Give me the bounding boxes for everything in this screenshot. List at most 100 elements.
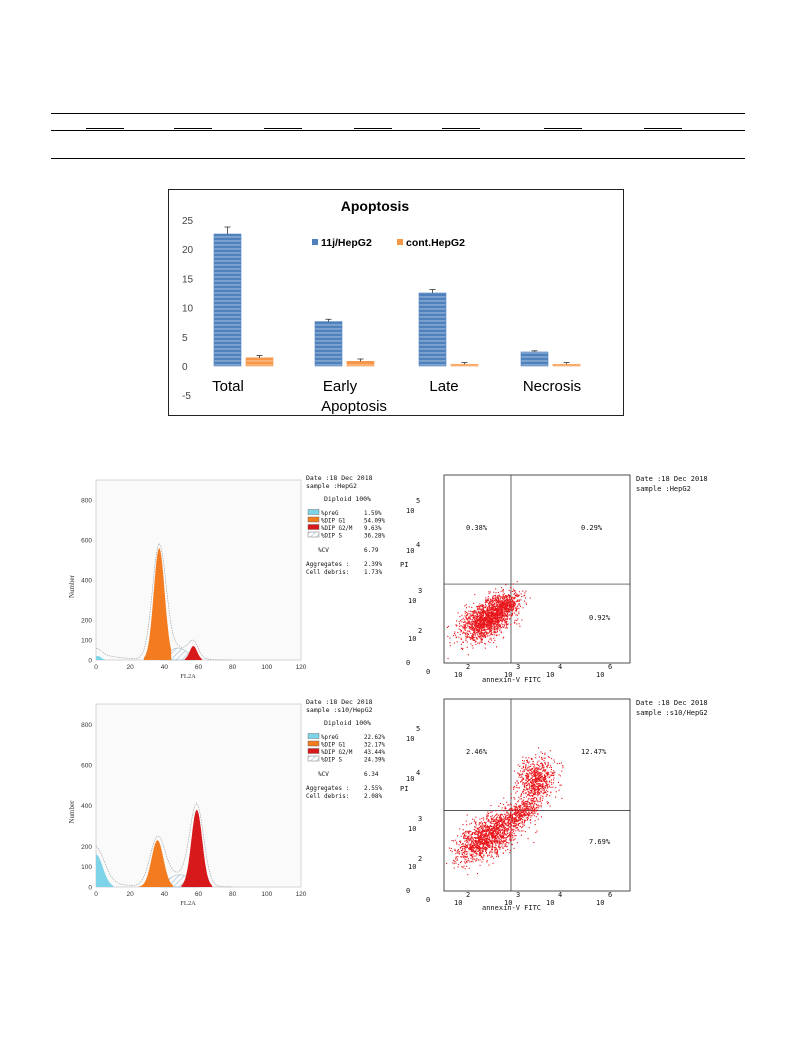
event-dot	[464, 858, 466, 860]
event-dot	[508, 599, 510, 601]
event-dot	[481, 828, 483, 830]
event-dot	[474, 632, 476, 634]
event-dot	[499, 612, 501, 614]
event-dot	[541, 756, 543, 758]
event-dot	[538, 778, 540, 780]
event-dot	[517, 595, 519, 597]
event-dot	[531, 808, 533, 810]
event-dot	[492, 617, 494, 619]
event-dot	[506, 833, 508, 835]
event-dot	[537, 790, 539, 792]
event-dot	[476, 840, 478, 842]
event-dot	[480, 825, 482, 827]
event-dot	[494, 825, 496, 827]
event-dot	[501, 602, 503, 604]
event-dot	[498, 620, 500, 622]
event-dot	[516, 609, 518, 611]
event-dot	[468, 636, 470, 638]
event-dot	[473, 845, 475, 847]
event-dot	[486, 601, 488, 603]
event-dot	[476, 858, 478, 860]
event-dot	[482, 844, 484, 846]
event-dot	[520, 822, 522, 824]
event-dot	[485, 600, 487, 602]
event-dot	[484, 629, 486, 631]
event-dot	[506, 603, 508, 605]
event-dot	[506, 596, 508, 598]
event-dot	[507, 606, 509, 608]
event-dot	[499, 840, 501, 842]
event-dot	[504, 598, 506, 600]
event-dot	[488, 615, 490, 617]
event-dot	[508, 820, 510, 822]
aggregates-value: 2.39%	[364, 561, 382, 568]
event-dot	[494, 599, 496, 601]
event-dot	[480, 832, 482, 834]
event-dot	[514, 605, 516, 607]
event-dot	[462, 647, 464, 649]
event-dot	[497, 611, 499, 613]
event-dot	[466, 814, 468, 816]
event-dot	[524, 789, 526, 791]
event-dot	[486, 619, 488, 621]
event-dot	[483, 635, 485, 637]
event-dot	[523, 815, 525, 817]
event-dot	[472, 842, 474, 844]
event-dot	[513, 602, 515, 604]
event-dot	[513, 824, 515, 826]
event-dot	[521, 780, 523, 782]
event-dot	[509, 600, 511, 602]
event-dot	[495, 827, 497, 829]
event-dot	[526, 775, 528, 777]
event-dot	[468, 617, 470, 619]
event-dot	[509, 598, 511, 600]
event-dot	[517, 819, 519, 821]
event-dot	[499, 605, 501, 607]
event-dot	[512, 583, 514, 585]
event-dot	[513, 809, 515, 811]
event-dot	[481, 620, 483, 622]
event-dot	[520, 834, 522, 836]
event-dot	[486, 626, 488, 628]
event-dot	[492, 836, 494, 838]
event-dot	[504, 833, 506, 835]
event-dot	[545, 792, 547, 794]
event-dot	[477, 850, 479, 852]
event-dot	[491, 849, 493, 851]
event-dot	[538, 768, 540, 770]
event-dot	[471, 614, 473, 616]
event-dot	[483, 622, 485, 624]
event-dot	[500, 607, 502, 609]
event-dot	[460, 631, 462, 633]
event-dot	[497, 601, 499, 603]
event-dot	[493, 637, 495, 639]
event-dot	[516, 780, 518, 782]
event-dot	[506, 623, 508, 625]
event-dot	[459, 828, 461, 830]
event-dot	[545, 781, 547, 783]
event-dot	[471, 849, 473, 851]
event-dot	[479, 608, 481, 610]
event-dot	[516, 818, 518, 820]
event-dot	[539, 793, 541, 795]
phase-value: 32.17%	[364, 743, 385, 749]
event-dot	[520, 599, 522, 601]
event-dot	[531, 758, 533, 760]
event-dot	[512, 610, 514, 612]
event-dot	[488, 610, 490, 612]
event-dot	[503, 820, 505, 822]
event-dot	[487, 845, 489, 847]
event-dot	[488, 623, 490, 625]
event-dot	[462, 833, 464, 835]
event-dot	[505, 814, 507, 816]
event-dot	[494, 631, 496, 633]
event-dot	[545, 785, 547, 787]
event-dot	[504, 840, 506, 842]
event-dot	[501, 823, 503, 825]
event-dot	[536, 809, 538, 811]
event-dot	[511, 843, 513, 845]
event-dot	[539, 779, 541, 781]
event-dot	[480, 837, 482, 839]
event-dot	[475, 843, 477, 845]
event-dot	[479, 619, 481, 621]
